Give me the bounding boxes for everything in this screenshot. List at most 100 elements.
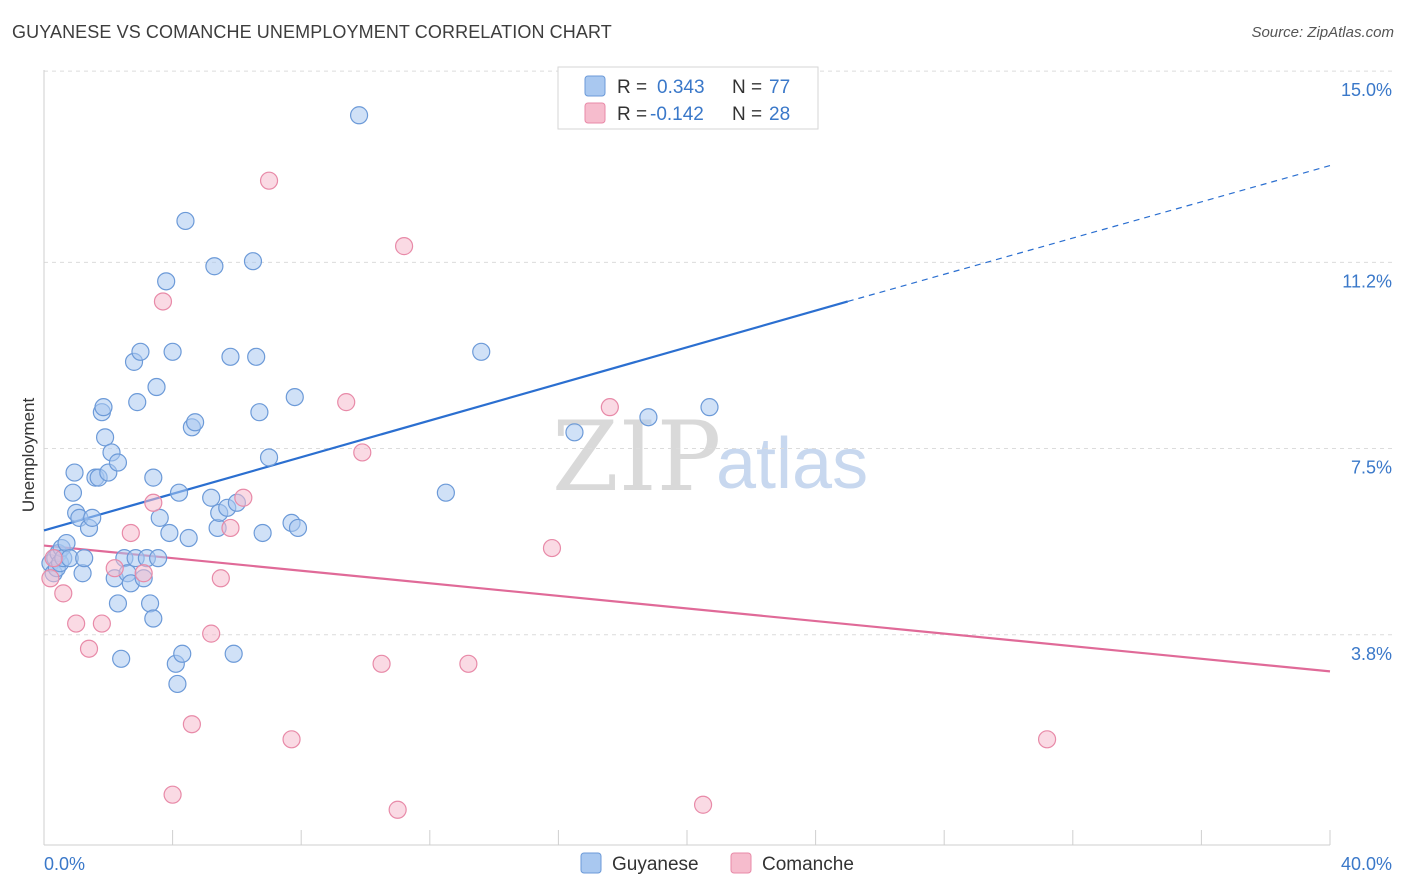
comanche-point bbox=[163, 785, 182, 804]
guyanese-point bbox=[250, 403, 269, 422]
guyanese-point bbox=[243, 252, 263, 271]
comanche-point bbox=[92, 614, 111, 633]
legend-r-value-comanche: -0.142 bbox=[650, 104, 704, 125]
guyanese-point bbox=[73, 564, 92, 583]
legend-n-value-comanche: 28 bbox=[769, 104, 790, 125]
guyanese-trend-extension bbox=[847, 165, 1331, 303]
comanche-point bbox=[211, 569, 230, 588]
guyanese-point bbox=[472, 342, 491, 361]
guyanese-point bbox=[186, 413, 205, 432]
watermark-atlas: atlas bbox=[716, 424, 868, 504]
guyanese-point bbox=[144, 609, 163, 628]
legend-r-label-guyanese: R = bbox=[617, 77, 647, 98]
guyanese-point bbox=[285, 387, 304, 407]
guyanese-point bbox=[259, 448, 279, 467]
legend-bottom: Guyanese Comanche bbox=[580, 852, 854, 875]
chart-title: GUYANESE VS COMANCHE UNEMPLOYMENT CORREL… bbox=[12, 22, 612, 42]
comanche-point bbox=[542, 538, 562, 558]
guyanese-point bbox=[205, 257, 224, 276]
guyanese-point bbox=[700, 398, 719, 417]
guyanese-point bbox=[157, 272, 176, 291]
guyanese-point bbox=[247, 347, 266, 366]
legend-r-value-guyanese: 0.343 bbox=[657, 77, 705, 98]
legend-bottom-label-comanche: Comanche bbox=[762, 854, 854, 875]
guyanese-point bbox=[95, 428, 115, 447]
guyanese-point bbox=[140, 594, 160, 613]
y-tick-label: 15.0% bbox=[1341, 80, 1392, 100]
legend-n-label-comanche: N = bbox=[732, 104, 762, 125]
guyanese-point bbox=[94, 398, 113, 417]
x-tick-label-max: 40.0% bbox=[1341, 854, 1392, 874]
comanche-point bbox=[282, 730, 301, 749]
comanche-point bbox=[259, 171, 279, 190]
legend-bottom-label-guyanese: Guyanese bbox=[612, 854, 699, 875]
guyanese-point bbox=[639, 408, 658, 427]
comanche-point bbox=[600, 398, 619, 417]
comanche-point bbox=[67, 614, 86, 633]
y-tick-labels: 3.8% 7.5% 11.2% 15.0% bbox=[1341, 80, 1392, 664]
x-tick-labels: 0.0% 40.0% bbox=[44, 854, 1392, 874]
guyanese-point bbox=[160, 523, 179, 543]
guyanese-point bbox=[63, 483, 83, 502]
comanche-point bbox=[202, 624, 221, 643]
legend-r-label-comanche: R = bbox=[617, 104, 647, 125]
guyanese-point bbox=[224, 644, 243, 663]
comanche-point bbox=[372, 654, 391, 673]
comanche-point bbox=[41, 569, 60, 588]
comanche-trend-line bbox=[43, 544, 1331, 673]
x-tick-label-min: 0.0% bbox=[44, 854, 85, 874]
y-tick-label: 11.2% bbox=[1342, 271, 1392, 291]
legend-swatch-guyanese bbox=[584, 75, 606, 97]
comanche-point bbox=[153, 292, 173, 311]
comanche-point bbox=[353, 443, 372, 462]
comanche-point bbox=[121, 523, 140, 543]
guyanese-point bbox=[349, 106, 369, 125]
comanche-point bbox=[105, 559, 124, 578]
comanche-point bbox=[394, 237, 414, 256]
guyanese-point bbox=[221, 347, 240, 366]
legend-n-label-guyanese: N = bbox=[732, 77, 762, 98]
guyanese-point bbox=[168, 674, 187, 694]
comanche-point bbox=[693, 795, 713, 814]
guyanese-point bbox=[131, 342, 150, 361]
guyanese-point bbox=[202, 488, 221, 507]
comanche-point bbox=[459, 654, 478, 673]
guyanese-point bbox=[147, 377, 166, 397]
comanche-point bbox=[388, 800, 407, 819]
guyanese-point bbox=[163, 342, 182, 361]
y-tick-label: 3.8% bbox=[1351, 644, 1392, 664]
guyanese-point bbox=[176, 211, 195, 231]
legend-bottom-swatch-guyanese bbox=[580, 852, 602, 874]
guyanese-point bbox=[112, 649, 131, 668]
guyanese-point bbox=[179, 528, 198, 548]
guyanese-point bbox=[149, 549, 168, 568]
comanche-point bbox=[54, 584, 73, 603]
grid bbox=[44, 70, 1392, 636]
comanche-point bbox=[221, 518, 240, 538]
chart-source: Source: ZipAtlas.com bbox=[1251, 24, 1394, 41]
guyanese-point bbox=[144, 468, 163, 487]
guyanese-point bbox=[436, 483, 455, 502]
guyanese-point bbox=[65, 463, 84, 482]
guyanese-point bbox=[565, 423, 584, 442]
legend-top: R = 0.343 N = 77 R = -0.142 N = 28 bbox=[557, 66, 819, 130]
axes bbox=[43, 70, 1331, 846]
guyanese-point bbox=[253, 523, 272, 543]
guyanese-point bbox=[173, 644, 192, 663]
guyanese-point bbox=[169, 483, 189, 502]
guyanese-point bbox=[75, 549, 94, 568]
guyanese-point bbox=[150, 508, 169, 527]
legend-n-value-guyanese: 77 bbox=[769, 77, 790, 98]
guyanese-point bbox=[108, 453, 128, 472]
comanche-point bbox=[1037, 730, 1057, 749]
comanche-point bbox=[234, 488, 253, 507]
comanche-point bbox=[134, 564, 153, 583]
guyanese-point bbox=[57, 533, 76, 553]
comanche-point bbox=[182, 715, 201, 734]
scatter-points bbox=[41, 106, 1057, 819]
comanche-point bbox=[79, 639, 99, 658]
y-tick-label: 7.5% bbox=[1351, 458, 1392, 478]
y-axis-label: Unemployment bbox=[19, 398, 38, 513]
guyanese-point bbox=[83, 508, 102, 527]
